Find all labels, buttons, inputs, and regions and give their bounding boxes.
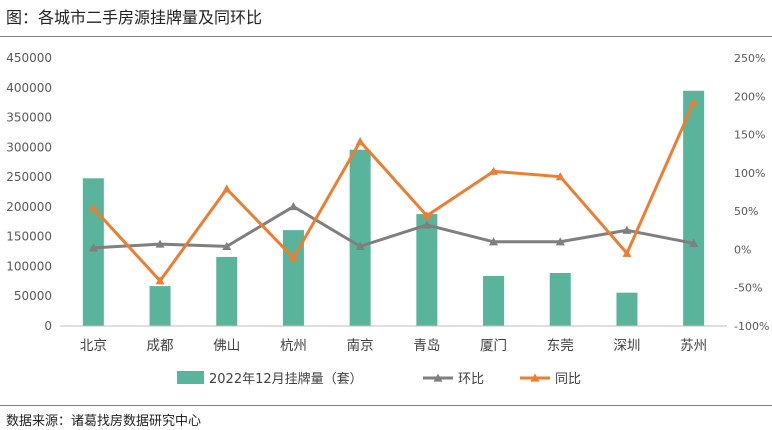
data-point-marker — [155, 276, 165, 285]
bar — [616, 292, 638, 326]
category-label: 南京 — [347, 338, 374, 354]
left-tick-label: 100000 — [6, 259, 52, 273]
data-point-marker — [622, 225, 632, 234]
category-label: 东莞 — [547, 338, 574, 354]
bar — [549, 272, 571, 326]
source-divider — [0, 405, 772, 406]
data-point-marker — [88, 243, 98, 252]
data-point-marker — [288, 202, 298, 211]
data-point-marker — [288, 253, 298, 262]
left-tick-label: 400000 — [6, 81, 52, 95]
category-label: 厦门 — [480, 338, 507, 354]
bar — [349, 149, 371, 326]
legend-marker — [433, 373, 443, 382]
right-tick-label: -50% — [734, 282, 762, 295]
right-axis: -100% -50% 0% 50% 100% 150% 200% 250% — [734, 52, 769, 333]
source-note: 数据来源：诸葛找房数据研究中心 — [6, 414, 202, 429]
data-point-marker — [355, 241, 365, 250]
data-point-marker — [489, 237, 499, 246]
series-line — [92, 101, 696, 283]
data-point-marker — [222, 184, 232, 193]
category-label: 青岛 — [413, 338, 440, 354]
bar — [82, 178, 104, 326]
legend-marker — [530, 373, 540, 382]
data-point-marker — [222, 241, 232, 250]
category-label: 北京 — [80, 338, 107, 354]
data-point-marker — [555, 172, 565, 181]
category-label: 成都 — [147, 338, 174, 354]
series-line — [93, 205, 694, 250]
left-tick-label: 50000 — [14, 289, 52, 303]
left-axis: 0 50000 100000 150000 200000 250000 300000 3500… — [6, 51, 52, 333]
bar — [416, 214, 438, 326]
line-series — [88, 97, 699, 285]
data-point-marker — [622, 248, 632, 257]
data-point-marker — [689, 238, 699, 247]
data-point-marker — [489, 166, 499, 175]
data-point-marker — [555, 237, 565, 246]
data-point-marker — [155, 239, 165, 248]
category-label: 佛山 — [213, 338, 240, 354]
category-label: 深圳 — [613, 338, 640, 354]
right-tick-label: 150% — [734, 129, 765, 142]
right-tick-label: 250% — [734, 52, 765, 65]
left-tick-label: 350000 — [6, 111, 52, 125]
bar — [683, 90, 705, 326]
category-label: 杭州 — [280, 338, 307, 354]
left-tick-label: 200000 — [6, 200, 52, 214]
left-tick-label: 150000 — [6, 230, 52, 244]
legend-swatch-bar — [177, 371, 204, 384]
right-tick-label: 0% — [734, 243, 751, 256]
data-point-marker — [355, 136, 365, 146]
title-divider — [0, 36, 772, 37]
bar-series — [82, 90, 705, 326]
right-tick-label: 50% — [734, 205, 758, 218]
data-point-marker — [689, 97, 699, 107]
data-point-marker — [422, 220, 432, 229]
legend-label: 2022年12月挂牌量（套） — [209, 371, 363, 387]
data-point-marker — [422, 211, 432, 220]
left-tick-label: 250000 — [6, 170, 52, 184]
bar — [483, 275, 505, 326]
right-tick-label: -100% — [734, 320, 769, 333]
bar — [216, 256, 238, 326]
category-label: 苏州 — [680, 338, 707, 354]
bar — [149, 286, 171, 326]
legend: 2022年12月挂牌量（套） 环比 同比 — [177, 371, 581, 387]
left-tick-label: 0 — [44, 319, 52, 333]
legend-label: 环比 — [458, 372, 484, 387]
legend-label: 同比 — [555, 372, 581, 387]
figure-title: 图：各城市二手房源挂牌量及同环比 — [6, 8, 263, 27]
right-tick-label: 200% — [734, 90, 765, 103]
data-point-marker — [88, 203, 98, 212]
right-tick-label: 100% — [734, 167, 765, 180]
left-tick-label: 450000 — [6, 51, 52, 65]
left-tick-label: 300000 — [6, 140, 52, 154]
chart: 0 50000 100000 150000 200000 250000 300000 3500… — [6, 51, 769, 387]
category-labels: 北京 成都 佛山 杭州 南京 青岛 厦门 东莞 深圳 苏州 — [80, 338, 707, 354]
